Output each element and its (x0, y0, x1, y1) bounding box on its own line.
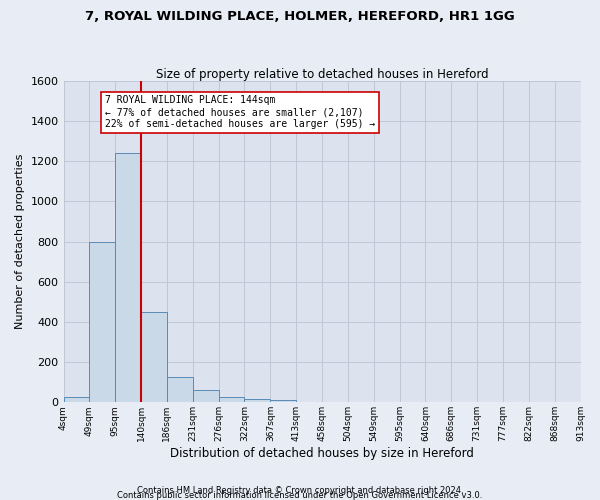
Bar (218, 396, 244, 402)
Text: Contains HM Land Registry data © Crown copyright and database right 2024.: Contains HM Land Registry data © Crown c… (137, 486, 463, 495)
Title: Size of property relative to detached houses in Hereford: Size of property relative to detached ho… (156, 68, 488, 81)
Bar (89, 242, 115, 402)
Y-axis label: Number of detached properties: Number of detached properties (15, 154, 25, 330)
Bar (271, 400, 296, 402)
Text: 7 ROYAL WILDING PLACE: 144sqm
← 77% of detached houses are smaller (2,107)
22% o: 7 ROYAL WILDING PLACE: 144sqm ← 77% of d… (105, 96, 375, 128)
Bar (244, 398, 271, 402)
Bar (193, 390, 218, 402)
Bar (167, 377, 193, 402)
Bar (141, 312, 167, 402)
Text: 7, ROYAL WILDING PLACE, HOLMER, HEREFORD, HR1 1GG: 7, ROYAL WILDING PLACE, HOLMER, HEREFORD… (85, 10, 515, 23)
Text: Contains public sector information licensed under the Open Government Licence v3: Contains public sector information licen… (118, 491, 482, 500)
X-axis label: Distribution of detached houses by size in Hereford: Distribution of detached houses by size … (170, 447, 474, 460)
Bar (64, 398, 89, 402)
Bar (115, 154, 141, 402)
